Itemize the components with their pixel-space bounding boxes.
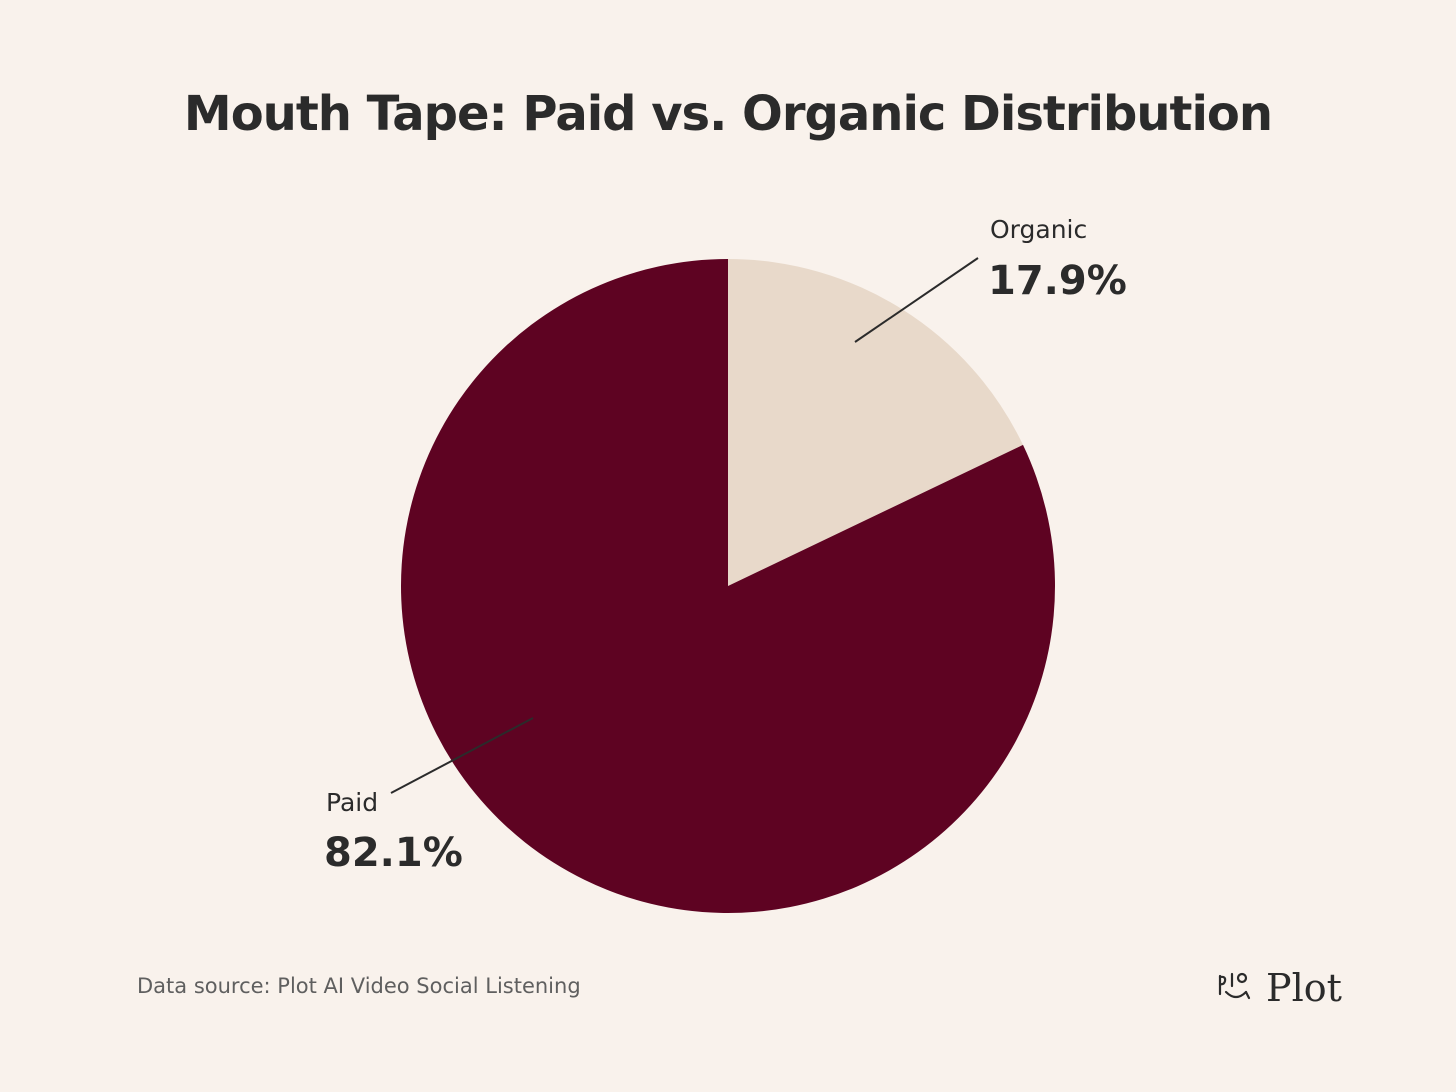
organic-leader-line bbox=[854, 257, 979, 343]
chart-title: Mouth Tape: Paid vs. Organic Distributio… bbox=[183, 86, 1273, 142]
paid-leader-line bbox=[390, 717, 534, 794]
brand-logo: Plot bbox=[1214, 966, 1342, 1010]
organic-label: Organic bbox=[990, 215, 1087, 244]
plot-smile-logo-icon bbox=[1218, 972, 1251, 1000]
pie-slice-organic bbox=[728, 259, 1023, 586]
paid-label: Paid bbox=[326, 788, 378, 817]
paid-callout: Paid 82.1% bbox=[324, 717, 534, 876]
organic-value-label: 17.9% bbox=[988, 258, 1127, 304]
paid-value-label: 82.1% bbox=[324, 830, 463, 876]
pie-slice-paid bbox=[401, 259, 1055, 914]
pie-slices bbox=[401, 259, 1055, 914]
organic-callout: Organic 17.9% bbox=[854, 215, 1127, 343]
brand-name: Plot bbox=[1266, 966, 1342, 1010]
data-source-note: Data source: Plot AI Video Social Listen… bbox=[137, 974, 581, 998]
